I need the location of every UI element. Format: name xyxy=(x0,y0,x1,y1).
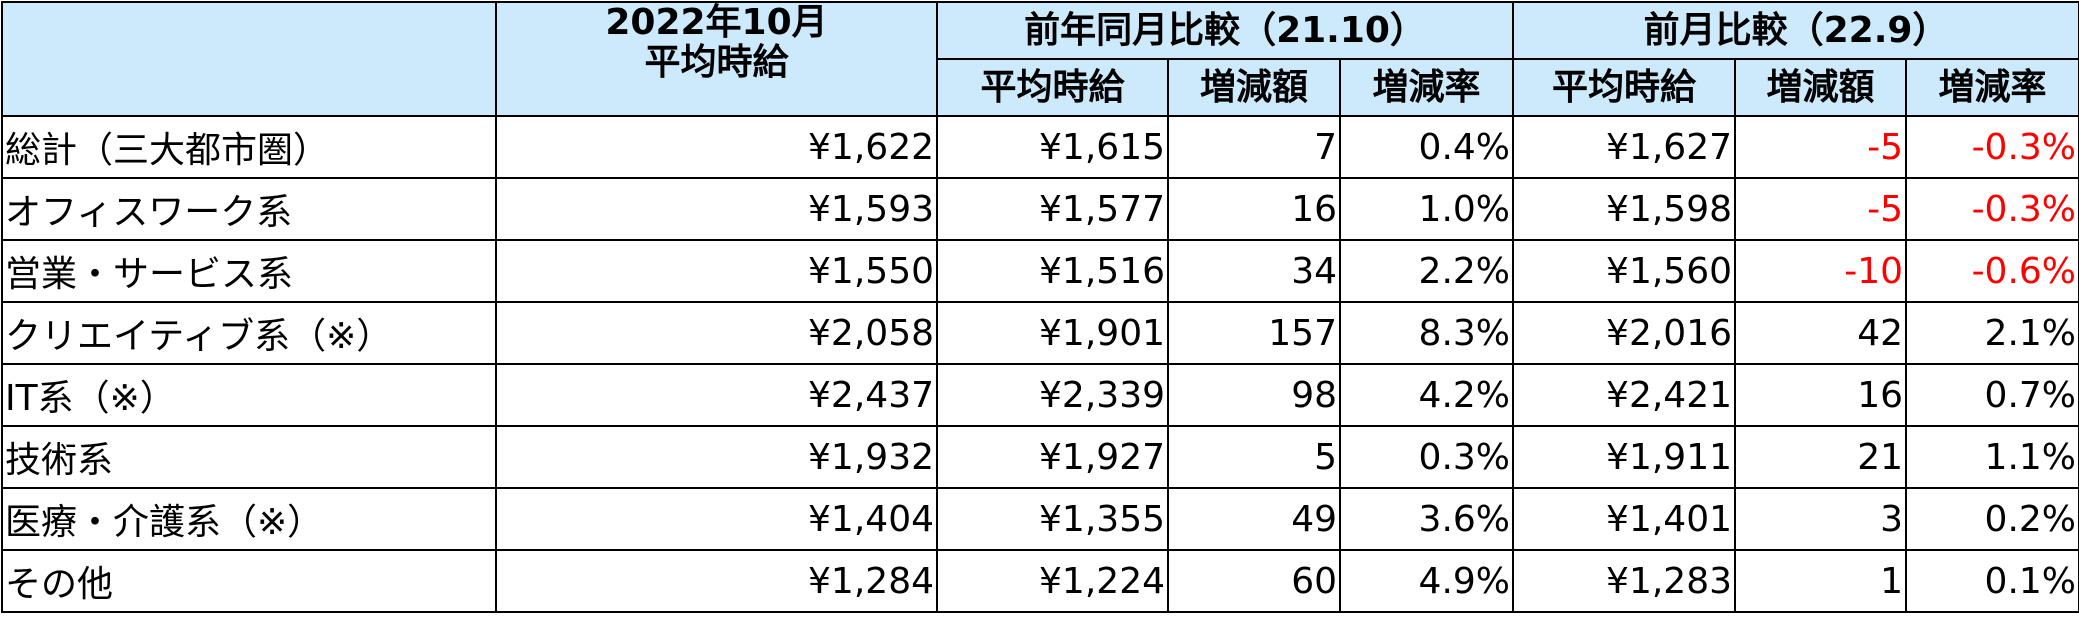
table-body: 総計（三大都市圏） ¥1,622 ¥1,615 7 0.4% ¥1,627 -5 -0.3% オ… xyxy=(1,115,2079,613)
table-cell: 0.2% xyxy=(1905,487,2079,551)
table-cell: ¥2,437 xyxy=(495,363,938,427)
table-cell: 1 xyxy=(1734,549,1908,613)
row-label: 総計（三大都市圏） xyxy=(1,115,497,179)
table-cell: 49 xyxy=(1167,487,1341,551)
table-row: 営業・サービス系 ¥1,550 ¥1,516 34 2.2% ¥1,560 -10 -0.6% xyxy=(1,239,2079,303)
table-cell: ¥1,560 xyxy=(1512,239,1737,303)
table-cell: 0.7% xyxy=(1905,363,2079,427)
wage-table: 2022年10月 平均時給 前年同月比較（21.10） 前月比較（22.9） 平… xyxy=(1,1,2079,613)
table-cell: -0.3% xyxy=(1905,177,2079,241)
table-cell: 1.0% xyxy=(1338,177,1515,241)
table-cell: 2.2% xyxy=(1338,239,1515,303)
row-label: 営業・サービス系 xyxy=(1,239,497,303)
table-cell: -0.3% xyxy=(1905,115,2079,179)
table-cell: 98 xyxy=(1167,363,1341,427)
table-cell: ¥1,598 xyxy=(1512,177,1737,241)
table-cell: ¥2,339 xyxy=(936,363,1169,427)
table-cell: 0.1% xyxy=(1905,549,2079,613)
table-cell: 0.4% xyxy=(1338,115,1515,179)
table-cell: 3.6% xyxy=(1338,487,1515,551)
table-cell: 34 xyxy=(1167,239,1341,303)
row-label: クリエイティブ系（※） xyxy=(1,301,497,365)
table-cell: -5 xyxy=(1734,115,1908,179)
header-line: 2022年10月 xyxy=(605,2,828,43)
table-cell: 7 xyxy=(1167,115,1341,179)
table-row: 技術系 ¥1,932 ¥1,927 5 0.3% ¥1,911 21 1.1% xyxy=(1,425,2079,489)
table-cell: -5 xyxy=(1734,177,1908,241)
subheader-cell: 増減率 xyxy=(1905,58,2079,117)
table-cell: ¥1,404 xyxy=(495,487,938,551)
table-cell: ¥2,058 xyxy=(495,301,938,365)
table-cell: ¥1,901 xyxy=(936,301,1169,365)
group-header: 前年同月比較（21.10） xyxy=(935,1,1515,60)
header-cell: 2022年10月 平均時給 xyxy=(495,1,938,117)
table-cell: 2.1% xyxy=(1905,301,2079,365)
row-label: その他 xyxy=(1,549,497,613)
table-cell: ¥1,355 xyxy=(936,487,1169,551)
table-cell: 16 xyxy=(1167,177,1341,241)
table-cell: ¥1,401 xyxy=(1512,487,1737,551)
table-cell: ¥2,421 xyxy=(1512,363,1737,427)
group-header: 前月比較（22.9） xyxy=(1512,1,2079,60)
table-cell: ¥1,283 xyxy=(1512,549,1737,613)
table-cell: ¥1,627 xyxy=(1512,115,1737,179)
table-cell: ¥1,516 xyxy=(936,239,1169,303)
row-label: 医療・介護系（※） xyxy=(1,487,497,551)
table-cell: 5 xyxy=(1167,425,1341,489)
table-cell: ¥1,284 xyxy=(495,549,938,613)
row-label: オフィスワーク系 xyxy=(1,177,497,241)
table-cell: 1.1% xyxy=(1905,425,2079,489)
table-cell: 21 xyxy=(1734,425,1908,489)
row-label: IT系（※） xyxy=(1,363,497,427)
header-row: 2022年10月 平均時給 前年同月比較（21.10） 前月比較（22.9） xyxy=(1,1,2079,117)
table-row: 医療・介護系（※） ¥1,404 ¥1,355 49 3.6% ¥1,401 3 0.2% xyxy=(1,487,2079,551)
table-cell: ¥1,932 xyxy=(495,425,938,489)
subheader-cell: 平均時給 xyxy=(936,58,1169,117)
table-cell: ¥1,550 xyxy=(495,239,938,303)
table-cell: -0.6% xyxy=(1905,239,2079,303)
table-cell: ¥1,927 xyxy=(936,425,1169,489)
subheader-row: 平均時給 増減額 増減率 平均時給 増減額 増減率 xyxy=(2,58,2079,117)
table-cell: ¥1,622 xyxy=(495,115,938,179)
table-cell: ¥1,911 xyxy=(1512,425,1737,489)
table-cell: ¥1,577 xyxy=(936,177,1169,241)
table-row: クリエイティブ系（※） ¥2,058 ¥1,901 157 8.3% ¥2,016 42 2.… xyxy=(1,301,2079,365)
table-cell: 42 xyxy=(1734,301,1908,365)
table-cell: ¥1,615 xyxy=(936,115,1169,179)
table-cell: ¥1,593 xyxy=(495,177,938,241)
table-cell: 8.3% xyxy=(1338,301,1515,365)
table-cell: 60 xyxy=(1167,549,1341,613)
header-line: 平均時給 xyxy=(644,42,789,83)
table-header: 2022年10月 平均時給 前年同月比較（21.10） 前月比較（22.9） 平… xyxy=(1,1,2079,117)
subheader-cell: 増減額 xyxy=(1734,58,1908,117)
table-row: 総計（三大都市圏） ¥1,622 ¥1,615 7 0.4% ¥1,627 -5 -0.3% xyxy=(1,115,2079,179)
table-row: その他 ¥1,284 ¥1,224 60 4.9% ¥1,283 1 0.1% xyxy=(1,549,2079,613)
table-cell: 4.2% xyxy=(1338,363,1515,427)
subheader-cell: 増減率 xyxy=(1338,58,1515,117)
subheader-cell: 平均時給 xyxy=(1512,58,1737,117)
table-row: IT系（※） ¥2,437 ¥2,339 98 4.2% ¥2,421 16 0.7% xyxy=(1,363,2079,427)
table-cell: ¥1,224 xyxy=(936,549,1169,613)
table-cell: 3 xyxy=(1734,487,1908,551)
table-cell: ¥2,016 xyxy=(1512,301,1737,365)
subheader-cell: 増減額 xyxy=(1167,58,1341,117)
row-label: 技術系 xyxy=(1,425,497,489)
table-cell: 4.9% xyxy=(1338,549,1515,613)
table-cell: 0.3% xyxy=(1338,425,1515,489)
table-row: オフィスワーク系 ¥1,593 ¥1,577 16 1.0% ¥1,598 -5 -0.3% xyxy=(1,177,2079,241)
table-cell: 16 xyxy=(1734,363,1908,427)
table-cell: 157 xyxy=(1167,301,1341,365)
table-cell: -10 xyxy=(1734,239,1908,303)
corner-cell xyxy=(1,1,497,117)
